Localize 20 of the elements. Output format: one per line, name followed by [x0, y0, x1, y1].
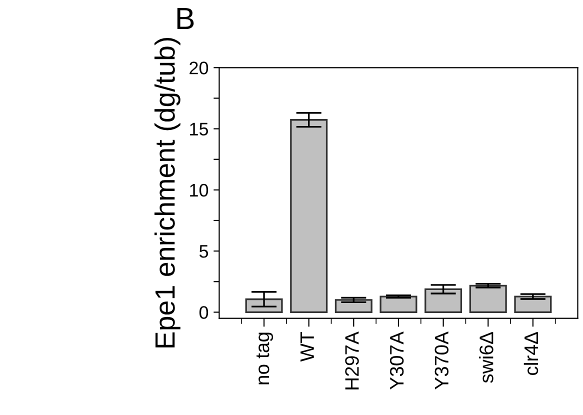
- y-axis-title: Epe1 enrichment (dg/tub): [154, 38, 180, 348]
- bar: [424, 288, 462, 314]
- bar: [290, 119, 328, 314]
- x-tick-label: H297A: [345, 332, 359, 390]
- x-tick-label: Y370A: [434, 332, 449, 390]
- x-tick-label: Y307A: [390, 332, 404, 390]
- x-tick-label: swi6Δ: [479, 332, 494, 383]
- bar: [334, 299, 372, 314]
- y-tick-label: 15: [190, 122, 208, 136]
- bar: [469, 284, 507, 314]
- bar: [514, 296, 552, 314]
- x-tick-label: no tag: [256, 332, 274, 384]
- y-tick-label: 20: [190, 62, 208, 74]
- x-tick-label: clr4Δ: [524, 332, 538, 375]
- y-tick-label: 10: [190, 184, 208, 197]
- y-tick-label: 0: [199, 306, 208, 319]
- bar: [380, 296, 418, 314]
- x-tick-label: WT: [300, 332, 314, 362]
- y-tick-label: 5: [199, 245, 208, 258]
- text: B: [177, 8, 194, 30]
